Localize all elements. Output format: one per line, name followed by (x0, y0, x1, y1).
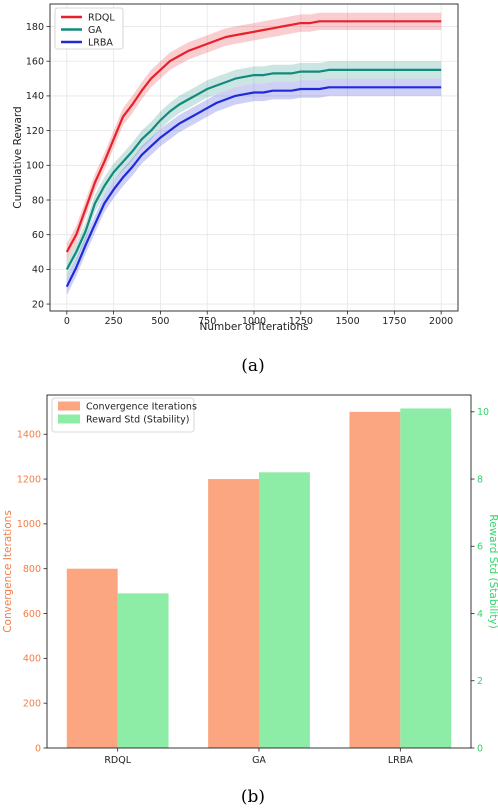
plot-frame (46, 394, 472, 749)
y-axis-label: Cumulative Reward (12, 106, 24, 208)
left-y-tick-label: 1000 (17, 519, 41, 530)
legend-box (54, 7, 124, 50)
caption-b: (b) (241, 787, 265, 807)
left-y-tick-label: 1400 (17, 430, 41, 441)
left-y-axis-label: Convergence Iterations (2, 510, 14, 633)
x-tick-label: 750 (198, 316, 216, 327)
caption-a: (a) (241, 356, 264, 376)
bar-reward-std-stability-ga (259, 472, 310, 748)
line-chart: 0 250 500 750 1000 1250 1500 1750 2000 20 40 60 80 10… (12, 3, 459, 333)
bar-reward-std-stability-rdql (117, 593, 169, 748)
x-tick-label: 0 (64, 316, 70, 327)
series-line-lrba (65, 86, 442, 288)
right-y-tick-label: 4 (477, 609, 483, 620)
series-line-ga (65, 68, 442, 270)
legend-label: RDQL (88, 12, 115, 23)
left-y-tick-label: 200 (23, 698, 41, 709)
legend-label: Convergence Iterations (86, 401, 197, 412)
bar-chart: RDQL GA LRBA 0 200 400 600 800 1000 1200 1400 0 2 4 6 8… (2, 394, 498, 766)
x-tick-label: RDQL (104, 755, 131, 766)
left-y-tick-label: 600 (23, 609, 41, 620)
bar-convergence-iterations-ga (208, 479, 259, 748)
x-tick-label: 2000 (429, 316, 453, 327)
left-y-tick-label: 0 (35, 743, 41, 754)
x-tick-label: 1250 (289, 316, 313, 327)
right-y-axis-label: Reward Std (Stability) (487, 514, 498, 628)
legend-swatch (58, 401, 80, 411)
x-axis-label: Number of Iterations (200, 321, 309, 333)
right-y-tick-label: 0 (477, 743, 483, 754)
y-tick-label: 40 (32, 265, 44, 276)
y-tick-label: 160 (26, 57, 44, 68)
x-tick-label: LRBA (388, 755, 413, 766)
y-tick-label: 120 (26, 126, 44, 137)
legend-box (51, 397, 195, 433)
x-tick-label: 1500 (335, 316, 359, 327)
y-tick-label: 140 (26, 91, 44, 102)
left-y-tick-label: 800 (23, 564, 41, 575)
bar-convergence-iterations-rdql (66, 568, 118, 748)
x-tick-label: 250 (105, 316, 123, 327)
legend: Convergence Iterations Reward Std (Stabil… (51, 397, 197, 433)
band-lrba (66, 78, 442, 296)
legend-label: GA (88, 25, 102, 36)
bar-convergence-iterations-lrba (349, 411, 401, 748)
series-line-rdql (65, 20, 442, 253)
y-tick-label: 60 (32, 230, 44, 241)
y-tick-label: 180 (26, 22, 44, 33)
left-y-tick-label: 400 (23, 654, 41, 665)
band-ga (66, 61, 442, 279)
legend-label: LRBA (88, 37, 113, 48)
x-tick-label: 1750 (382, 316, 406, 327)
x-tick-label: 1000 (242, 316, 266, 327)
right-y-tick-label: 6 (477, 542, 483, 553)
y-tick-label: 20 (32, 299, 44, 310)
legend-swatch (58, 414, 80, 424)
right-y-tick-label: 2 (477, 676, 483, 687)
band-rdql (66, 12, 442, 261)
right-y-tick-label: 8 (477, 474, 483, 485)
bar-reward-std-stability-lrba (400, 408, 452, 748)
left-y-tick-label: 1200 (17, 474, 41, 485)
y-tick-label: 80 (32, 195, 44, 206)
y-tick-label: 100 (26, 161, 44, 172)
x-tick-label: GA (252, 755, 266, 766)
legend-label: Reward Std (Stability) (86, 414, 190, 425)
x-tick-label: 500 (151, 316, 169, 327)
right-y-tick-label: 10 (477, 407, 489, 418)
